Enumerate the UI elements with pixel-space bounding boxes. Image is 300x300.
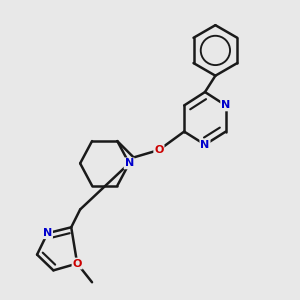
Text: N: N	[43, 228, 52, 238]
Text: N: N	[200, 140, 210, 150]
Text: O: O	[73, 259, 82, 269]
Text: N: N	[124, 158, 134, 168]
Text: O: O	[154, 145, 164, 155]
Text: N: N	[221, 100, 230, 110]
